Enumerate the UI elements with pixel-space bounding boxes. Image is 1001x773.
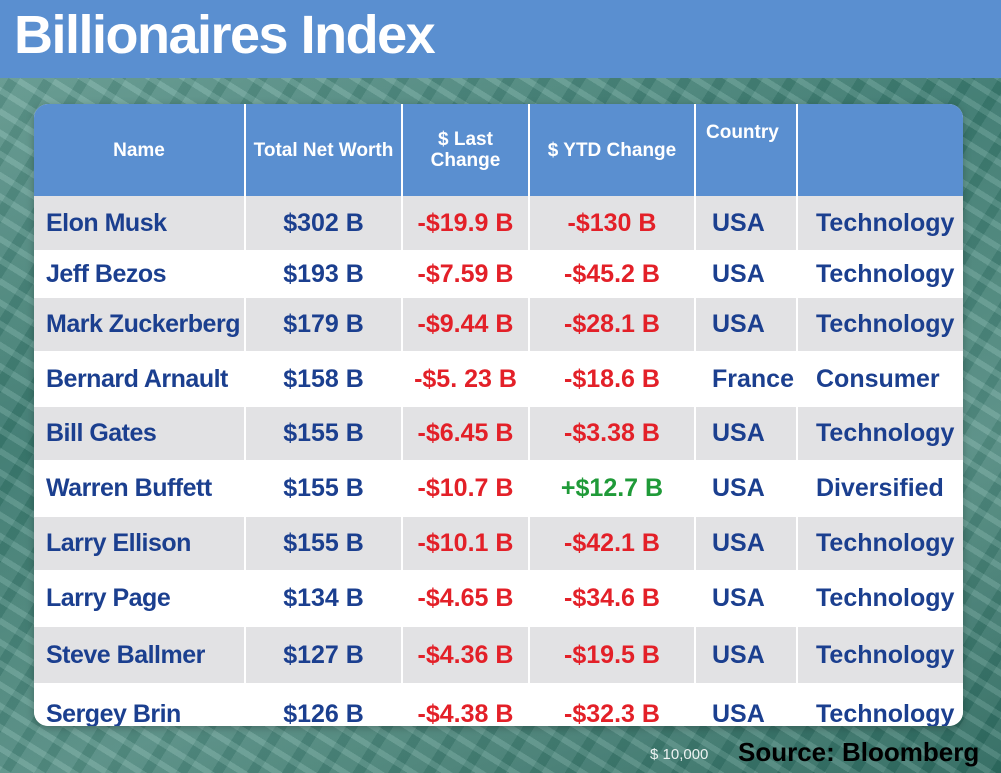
cell-net-worth: $302 B xyxy=(245,196,403,250)
cell-country: USA xyxy=(695,570,798,627)
cell-sector: Technology xyxy=(797,196,963,250)
cell-name: Steve Ballmer xyxy=(34,627,246,683)
cell-country: France xyxy=(695,351,798,407)
table-row: Larry Page $134 B -$4.65 B -$34.6 B USA Techn… xyxy=(34,570,963,627)
table-row: Jeff Bezos $193 B -$7.59 B -$45.2 B USA Techn… xyxy=(34,250,963,298)
cell-ytd-change: -$32.3 B xyxy=(529,683,696,726)
cell-name: Larry Page xyxy=(34,570,246,627)
cell-name: Larry Ellison xyxy=(34,517,246,570)
cell-sector: Consumer xyxy=(797,351,963,407)
cell-ytd-change: -$42.1 B xyxy=(529,517,696,570)
cell-sector: Technology xyxy=(797,250,963,298)
column-header-country: Country xyxy=(695,104,798,196)
cell-ytd-change: -$19.5 B xyxy=(529,627,696,683)
column-header-net-worth: Total Net Worth xyxy=(245,104,403,196)
cell-country: USA xyxy=(695,517,798,570)
cell-name: Bernard Arnault xyxy=(34,351,246,407)
cell-ytd-change: -$130 B xyxy=(529,196,696,250)
title-bar: Billionaires Index xyxy=(0,0,1001,78)
cell-country: USA xyxy=(695,196,798,250)
table-row: Sergey Brin $126 B -$4.38 B -$32.3 B USA Tech… xyxy=(34,683,963,726)
cell-sector: Technology xyxy=(797,570,963,627)
cell-country: USA xyxy=(695,627,798,683)
table-body: Elon Musk $302 B -$19.9 B -$130 B USA Technol… xyxy=(34,196,963,726)
cell-ytd-change: -$18.6 B xyxy=(529,351,696,407)
cell-last-change: -$10.1 B xyxy=(402,517,530,570)
cell-last-change: -$5. 23 B xyxy=(402,351,530,407)
cell-last-change: -$9.44 B xyxy=(402,298,530,351)
column-header-name: Name xyxy=(34,104,246,196)
cell-ytd-change: +$12.7 B xyxy=(529,460,696,517)
cell-sector: Technology xyxy=(797,407,963,460)
cell-country: USA xyxy=(695,298,798,351)
cell-sector: Technology xyxy=(797,627,963,683)
cell-sector: Technology xyxy=(797,298,963,351)
bill-denomination-text: $ 10,000 xyxy=(650,746,709,763)
cell-name: Jeff Bezos xyxy=(34,250,246,298)
cell-ytd-change: -$28.1 B xyxy=(529,298,696,351)
table-row: Bernard Arnault $158 B -$5. 23 B -$18.6 B Fr… xyxy=(34,351,963,407)
cell-last-change: -$6.45 B xyxy=(402,407,530,460)
column-header-sector xyxy=(797,104,963,196)
cell-net-worth: $155 B xyxy=(245,407,403,460)
column-header-ytd-change: $ YTD Change xyxy=(529,104,696,196)
table-row: Bill Gates $155 B -$6.45 B -$3.38 B USA Techn… xyxy=(34,407,963,460)
table-row: Mark Zuckerberg $179 B -$9.44 B -$28.1 B USA… xyxy=(34,298,963,351)
column-header-last-change: $ Last Change xyxy=(402,104,530,196)
cell-sector: Technology xyxy=(797,683,963,726)
cell-country: USA xyxy=(695,460,798,517)
cell-ytd-change: -$45.2 B xyxy=(529,250,696,298)
table-row: Larry Ellison $155 B -$10.1 B -$42.1 B USA Te… xyxy=(34,517,963,570)
cell-last-change: -$4.36 B xyxy=(402,627,530,683)
cell-net-worth: $126 B xyxy=(245,683,403,726)
cell-last-change: -$19.9 B xyxy=(402,196,530,250)
cell-sector: Technology xyxy=(797,517,963,570)
cell-net-worth: $158 B xyxy=(245,351,403,407)
header-row: Name Total Net Worth $ Last Change $ YTD… xyxy=(34,104,963,196)
table-header: Name Total Net Worth $ Last Change $ YTD… xyxy=(34,104,963,196)
cell-last-change: -$10.7 B xyxy=(402,460,530,517)
cell-last-change: -$4.38 B xyxy=(402,683,530,726)
cell-ytd-change: -$34.6 B xyxy=(529,570,696,627)
source-credit: Source: Bloomberg xyxy=(738,737,980,767)
cell-name: Warren Buffett xyxy=(34,460,246,517)
billionaires-table-card: Name Total Net Worth $ Last Change $ YTD… xyxy=(34,104,963,726)
cell-net-worth: $193 B xyxy=(245,250,403,298)
cell-ytd-change: -$3.38 B xyxy=(529,407,696,460)
table-row: Steve Ballmer $127 B -$4.36 B -$19.5 B USA Te… xyxy=(34,627,963,683)
page-title: Billionaires Index xyxy=(14,5,436,65)
billionaires-table: Name Total Net Worth $ Last Change $ YTD… xyxy=(34,104,963,726)
table-row: Warren Buffett $155 B -$10.7 B +$12.7 B USA D… xyxy=(34,460,963,517)
cell-last-change: -$4.65 B xyxy=(402,570,530,627)
cell-name: Bill Gates xyxy=(34,407,246,460)
table-row: Elon Musk $302 B -$19.9 B -$130 B USA Technol… xyxy=(34,196,963,250)
cell-country: USA xyxy=(695,250,798,298)
cell-sector: Diversified xyxy=(797,460,963,517)
cell-name: Sergey Brin xyxy=(34,683,246,726)
cell-net-worth: $127 B xyxy=(245,627,403,683)
cell-last-change: -$7.59 B xyxy=(402,250,530,298)
cell-name: Mark Zuckerberg xyxy=(34,298,246,351)
cell-name: Elon Musk xyxy=(34,196,246,250)
cell-net-worth: $134 B xyxy=(245,570,403,627)
cell-net-worth: $179 B xyxy=(245,298,403,351)
cell-country: USA xyxy=(695,683,798,726)
cell-net-worth: $155 B xyxy=(245,517,403,570)
cell-country: USA xyxy=(695,407,798,460)
cell-net-worth: $155 B xyxy=(245,460,403,517)
